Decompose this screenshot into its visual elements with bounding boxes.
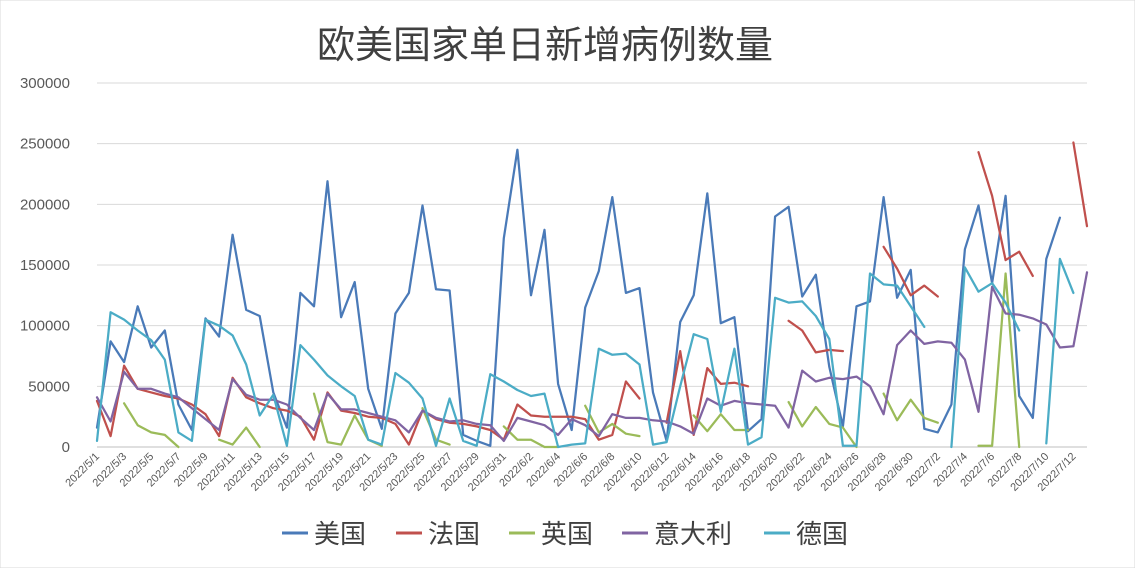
legend-label: 意大利 [654,520,732,550]
legend-label: 法国 [428,520,480,550]
series-line-2 [122,272,1021,449]
series-line-1 [95,141,1089,446]
y-tick-label: 50000 [28,378,70,395]
series-lines [95,141,1089,449]
y-tick-label: 100000 [20,318,70,335]
chart-title: 欧美国家单日新增病例数量 [317,23,773,67]
y-tick-label: 150000 [20,257,70,274]
y-tick-label: 300000 [20,75,70,92]
y-tick-label: 250000 [20,136,70,153]
legend: 美国 法国 英国 意大利 德国 [282,520,848,550]
legend-label: 英国 [541,520,593,550]
series-line-3 [95,271,1089,443]
y-axis-tick-labels: 0 50000 100000 150000 200000 250000 300000 [20,75,70,456]
legend-label: 德国 [796,520,848,550]
legend-label: 美国 [314,520,366,550]
y-tick-label: 0 [62,439,70,456]
series-line-0 [95,148,1062,447]
series-line-4 [95,257,1075,449]
y-tick-label: 200000 [20,196,70,213]
